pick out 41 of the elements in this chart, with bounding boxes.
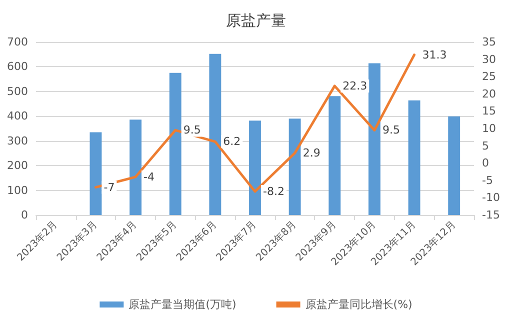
bar — [368, 63, 380, 215]
y-tick-label: 400 — [7, 110, 28, 123]
data-label: 31.3 — [422, 48, 447, 62]
y-tick-label: 500 — [7, 84, 28, 98]
y-tick-label: 0 — [21, 208, 28, 222]
data-label: -7 — [104, 180, 115, 194]
data-label: -8.2 — [263, 184, 284, 198]
y2-tick-label: -10 — [482, 191, 500, 204]
y2-tick-label: 35 — [482, 36, 496, 48]
y2-tick-label: -15 — [482, 208, 500, 222]
y-tick-label: 200 — [7, 159, 28, 172]
bar — [130, 120, 142, 215]
data-label: 9.5 — [183, 124, 201, 137]
y2-tick-label: 10 — [482, 122, 496, 135]
y2-tick-label: 0 — [482, 156, 489, 170]
data-label: 22.3 — [342, 79, 368, 92]
y-tick-label: 700 — [7, 36, 28, 48]
data-label: -4 — [144, 170, 155, 184]
y2-tick-label: 25 — [482, 70, 496, 84]
chart-title: 原盐产量 — [226, 12, 286, 30]
bar — [249, 120, 261, 215]
y2-tick-label: 5 — [482, 139, 489, 152]
data-label: 9.5 — [382, 124, 400, 137]
y2-tick-label: 30 — [482, 52, 496, 66]
bar — [288, 118, 301, 215]
data-label: 6.2 — [223, 135, 241, 148]
bar — [448, 116, 460, 215]
bar — [169, 72, 182, 215]
y-tick-label: 600 — [7, 60, 28, 74]
legend-label: 原盐产量当期值(万吨) — [128, 298, 236, 311]
legend-label: 原盐产量同比增长(%) — [305, 298, 412, 311]
y2-tick-label: 15 — [482, 104, 496, 118]
y2-tick-label: 20 — [482, 87, 496, 100]
bar — [408, 100, 420, 215]
bar — [209, 54, 222, 215]
data-label: 2.9 — [302, 146, 320, 160]
y-tick-label: 100 — [7, 184, 28, 197]
bar — [90, 132, 102, 215]
y2-tick-label: -5 — [482, 174, 493, 187]
bar — [328, 96, 341, 215]
y-tick-label: 300 — [7, 134, 28, 148]
